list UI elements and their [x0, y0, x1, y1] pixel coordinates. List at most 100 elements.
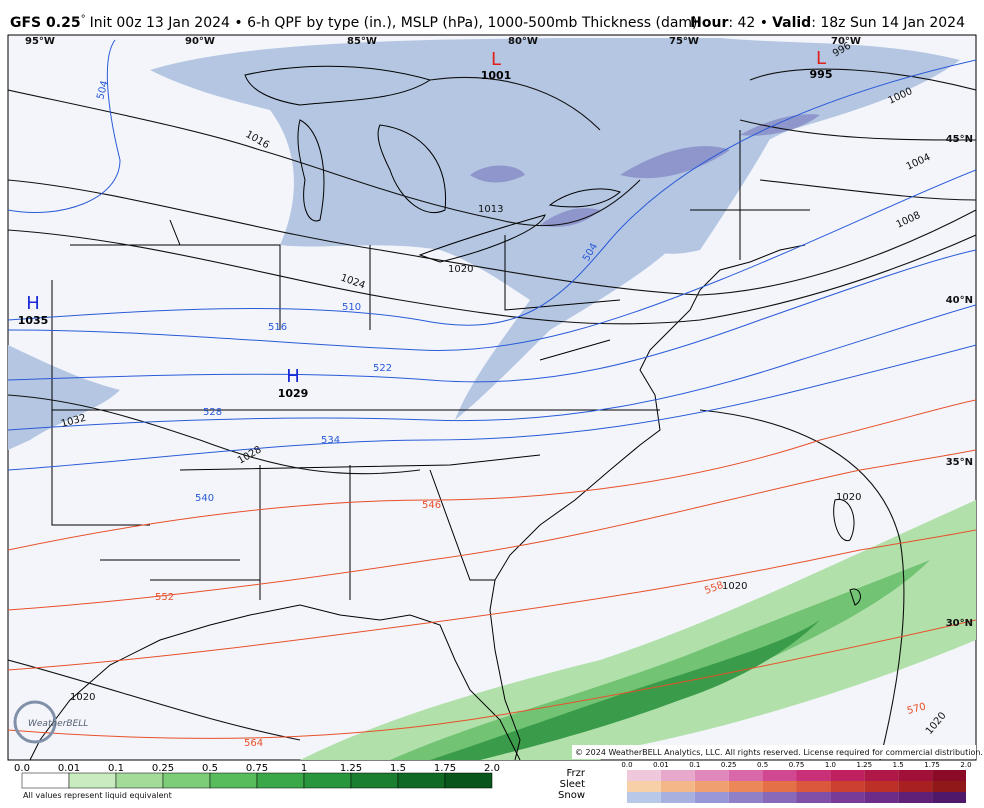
hour-label: Hour: [690, 15, 728, 31]
longitude-label: 85°W: [347, 36, 377, 47]
type-label: Snow: [558, 790, 585, 801]
legend: All values represent liquid equivalent F…: [14, 761, 972, 803]
type-tick-label: 1.0: [825, 761, 836, 769]
type-swatch: [898, 770, 933, 781]
isobar-label: 1013: [478, 204, 503, 215]
thickness-label: 504: [95, 79, 111, 100]
isobar-label: 1020: [836, 492, 861, 503]
type-label: Sleet: [560, 779, 585, 790]
qpf-swatch: [162, 772, 211, 789]
legend-note: All values represent liquid equivalent: [23, 791, 172, 800]
qpf-swatch: [444, 772, 493, 789]
high-value: 1029: [278, 387, 309, 400]
longitude-label: 70°W: [831, 36, 861, 47]
type-swatch: [932, 792, 966, 803]
type-swatch: [796, 770, 831, 781]
qpf-tick-label: 0.01: [58, 763, 80, 774]
thickness-label: 552: [155, 592, 174, 603]
thickness-lines: [8, 39, 976, 739]
type-swatch: [627, 792, 661, 803]
isobar-label: 1020: [448, 264, 473, 275]
type-tick-label: 2.0: [960, 761, 971, 769]
type-swatch: [694, 770, 729, 781]
thickness-label: 534: [321, 435, 340, 446]
type-label: Frzr: [567, 768, 586, 779]
logo-text: WeatherBELL: [28, 719, 88, 729]
copyright-box: [572, 745, 976, 759]
qpf-tick-label: 0.75: [246, 763, 268, 774]
type-swatch: [728, 770, 763, 781]
high-symbol: H: [26, 293, 40, 314]
thickness-label: 528: [203, 407, 222, 418]
type-swatch: [627, 770, 661, 781]
valid-time: Hour: 42 • Valid: 18z Sun 14 Jan 2024: [690, 15, 965, 31]
low-value: 1001: [481, 69, 512, 82]
coastline: [29, 244, 806, 760]
rain-areas: [300, 500, 976, 760]
type-swatch: [660, 781, 695, 792]
qpf-swatch: [350, 772, 399, 789]
lake-michigan: [297, 119, 325, 222]
snow-area: [600, 120, 780, 254]
type-tick-label: 0.75: [789, 761, 805, 769]
type-swatch: [898, 792, 933, 803]
lake-ontario: [548, 188, 621, 208]
qpf-tick-label: 0.0: [14, 763, 30, 774]
qpf-tick-label: 1.75: [434, 763, 456, 774]
type-swatch: [660, 792, 695, 803]
degree: °: [81, 14, 86, 25]
lake-huron: [377, 124, 447, 214]
longitude-label: 95°W: [25, 36, 55, 47]
low-value: 995: [810, 68, 833, 81]
qpf-swatch: [397, 772, 446, 789]
qpf-tick-label: 0.25: [152, 763, 174, 774]
lake-superior: [244, 65, 432, 106]
type-tick-label: 1.5: [893, 761, 904, 769]
qpf-swatch: [21, 772, 70, 789]
longitude-label: 80°W: [508, 36, 538, 47]
type-swatch: [694, 792, 729, 803]
thickness-label: 546: [422, 500, 441, 511]
type-swatch: [932, 770, 966, 781]
thickness-label: 516: [268, 322, 287, 333]
type-tick-label: 0.01: [653, 761, 669, 769]
title: Init 00z 13 Jan 2024 • 6-h QPF by type (…: [90, 15, 698, 31]
thickness-label: 522: [373, 363, 392, 374]
thickness-label: 540: [195, 493, 214, 504]
latitude-label: 45°N: [946, 134, 973, 145]
type-swatch: [660, 770, 695, 781]
heavy-snow-areas: [470, 114, 820, 227]
type-swatch: [898, 781, 933, 792]
thickness-label: 564: [244, 738, 263, 749]
high-symbol: H: [286, 366, 300, 387]
rain-moderate: [390, 560, 930, 760]
longitude-label: 90°W: [185, 36, 215, 47]
thickness-label: 510: [342, 302, 361, 313]
type-swatch: [830, 781, 865, 792]
type-swatch: [864, 792, 899, 803]
thickness-label: 570: [906, 701, 927, 717]
valid-value: : 18z Sun 14 Jan 2024: [811, 15, 965, 31]
snow-core: [470, 165, 525, 183]
type-swatch: [864, 770, 899, 781]
type-swatch: [830, 770, 865, 781]
longitude-label: 75°W: [669, 36, 699, 47]
type-swatch: [728, 781, 763, 792]
rain-light: [300, 500, 976, 760]
isobar-label: 1020: [70, 692, 95, 703]
type-swatch: [694, 781, 729, 792]
islands: [833, 498, 861, 606]
snow-core: [740, 114, 820, 136]
qpf-tick-label: 0.1: [108, 763, 124, 774]
qpf-tick-label: 1.25: [340, 763, 362, 774]
qpf-swatch: [209, 772, 258, 789]
map: 95°W 90°W 85°W 80°W 75°W 70°W 45°N 40°N …: [7, 34, 983, 761]
logo: WeatherBELL: [13, 700, 88, 744]
hour-value: : 42 •: [728, 15, 768, 31]
qpf-swatch: [68, 772, 117, 789]
type-tick-label: 0.0: [621, 761, 632, 769]
valid-label: Valid: [772, 15, 811, 31]
type-swatch: [762, 781, 797, 792]
type-swatch: [830, 792, 865, 803]
qpf-tick-label: 0.5: [202, 763, 218, 774]
